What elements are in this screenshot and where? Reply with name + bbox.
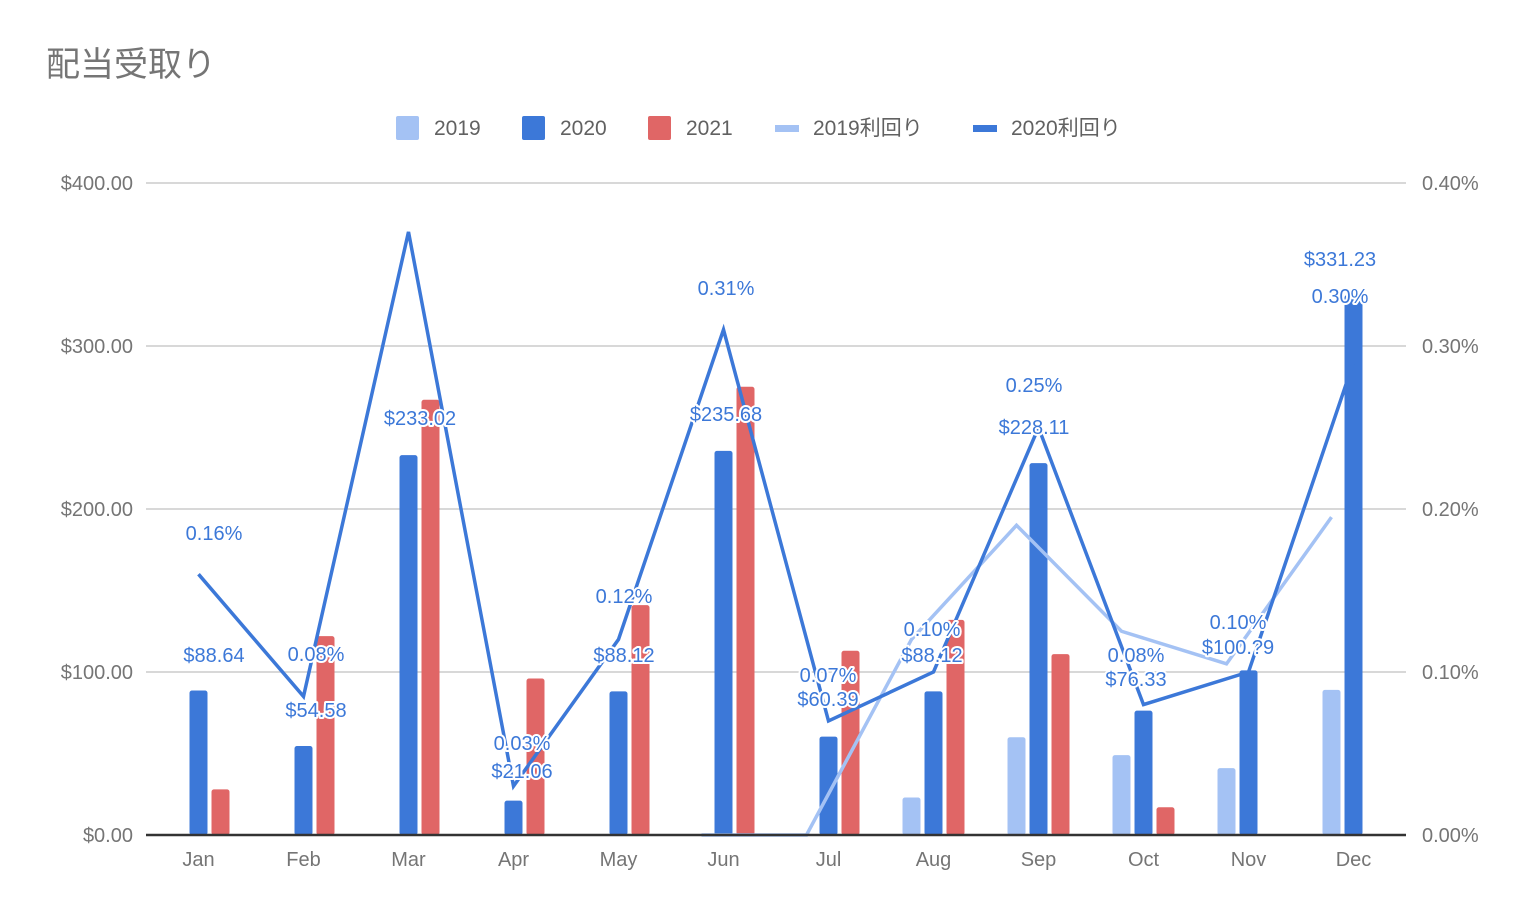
x-tick-label: Jun [707, 849, 739, 871]
legend-swatch [396, 116, 419, 140]
bar-2021-Oct [1156, 807, 1175, 835]
left-tick-label: $200.00 [61, 499, 133, 521]
x-tick-label: Mar [391, 849, 426, 871]
legend-swatch [522, 116, 545, 140]
legend-label: 2020 [560, 117, 607, 140]
bar-2020-Jan [189, 690, 208, 835]
x-tick-label: Jan [182, 849, 214, 871]
x-tick-label: Aug [916, 849, 952, 871]
bar-2020-Dec [1344, 295, 1363, 835]
legend-swatch [775, 125, 799, 132]
bar-2021-Jan [211, 789, 230, 835]
legend-swatch [973, 125, 997, 132]
legend-item-2021: 2021 [648, 116, 733, 140]
line-2020利回り [197, 231, 1356, 791]
data-labels: $88.64 $54.58 $233.02 $21.06 $88.12 $235.68 $6… [181, 247, 1378, 785]
bar-2020-Apr [504, 800, 523, 835]
bar-2021-Feb [316, 636, 335, 835]
bar-2020-Sep [1029, 463, 1048, 835]
bar-2019-Oct [1112, 755, 1131, 835]
bar-2021-Jul [841, 650, 860, 835]
left-tick-label: $100.00 [61, 662, 133, 684]
legend: 2019 2020 2021 2019利回り 2020利回り [396, 116, 1121, 140]
x-tick-label: Nov [1231, 849, 1267, 871]
bars [189, 295, 1363, 835]
legend-label: 2019 [434, 117, 481, 140]
yield-label: 0.31% [698, 278, 755, 300]
yield-label: 0.03% [494, 733, 551, 755]
bar-2019-Dec [1322, 689, 1341, 835]
value-label: $54.58 [285, 700, 346, 722]
left-tick-label: $0.00 [83, 825, 133, 847]
yield-label: 0.10% [1210, 612, 1267, 634]
bar-2020-Aug [924, 691, 943, 835]
yield-label: 0.07% [800, 665, 857, 687]
bar-2020-Oct [1134, 710, 1153, 835]
bar-2020-Feb [294, 746, 313, 835]
value-label: $331.23 [1304, 249, 1376, 271]
gridlines [146, 182, 1406, 673]
bar-2020-Jul [819, 736, 838, 835]
bar-2019-Aug [902, 797, 921, 835]
bar-2021-Aug [946, 619, 965, 835]
right-tick-label: 0.00% [1422, 825, 1479, 847]
legend-item-2020: 2020 [522, 116, 607, 140]
x-axis: Jan Feb Mar Apr May Jun Jul Aug Sep Oct Nov Dec [182, 849, 1371, 871]
value-label: $100.?9 [1202, 637, 1274, 659]
legend-item-2019利回り: 2019利回り [775, 117, 923, 140]
right-tick-label: 0.20% [1422, 499, 1479, 521]
bar-2021-Mar [421, 399, 440, 835]
x-tick-label: Sep [1021, 849, 1057, 871]
bar-2020-May [609, 691, 628, 835]
bar-2019-Nov [1217, 768, 1236, 835]
value-label: $233.02 [384, 408, 456, 430]
yield-label: 0.10% [904, 619, 961, 641]
bar-2021-Sep [1051, 654, 1070, 835]
yield-label: 0.08% [288, 644, 345, 666]
x-tick-label: Dec [1336, 849, 1372, 871]
value-label: $88.12 [901, 645, 962, 667]
value-label: $228.11 [999, 417, 1070, 439]
bar-2020-Nov [1239, 670, 1258, 835]
legend-label: 2021 [686, 117, 733, 140]
bar-2020-Mar [399, 455, 418, 835]
yield-label: 0.30% [1312, 286, 1369, 308]
x-tick-label: Apr [498, 849, 529, 871]
right-tick-label: 0.30% [1422, 336, 1479, 358]
bar-2019-Sep [1007, 737, 1026, 835]
legend-swatch [648, 116, 671, 140]
left-tick-label: $300.00 [61, 336, 133, 358]
x-tick-label: Feb [286, 849, 320, 871]
bar-2021-Jun [736, 386, 755, 835]
bar-2020-Jun [714, 450, 733, 835]
value-label: $88.64 [183, 645, 244, 667]
value-label: $60.39 [797, 689, 858, 711]
left-tick-label: $400.00 [61, 173, 133, 195]
yield-lines [197, 231, 1356, 837]
legend-label: 2019利回り [813, 117, 923, 140]
legend-label: 2020利回り [1011, 117, 1121, 140]
right-tick-label: 0.40% [1422, 173, 1479, 195]
left-axis: $0.00 $100.00 $200.00 $300.00 $400.00 [61, 173, 133, 847]
value-label: $235.68 [690, 404, 762, 426]
legend-item-2020利回り: 2020利回り [973, 117, 1121, 140]
bar-2021-May [631, 605, 650, 835]
value-label: $76.33 [1105, 669, 1166, 691]
value-label: $88.12 [593, 645, 654, 667]
yield-label: 0.08% [1108, 645, 1165, 667]
x-tick-label: May [600, 849, 638, 871]
chart-title: 配当受取り [46, 46, 216, 84]
right-axis: 0.00% 0.10% 0.20% 0.30% 0.40% [1422, 173, 1479, 847]
legend-item-2019: 2019 [396, 116, 481, 140]
right-tick-label: 0.10% [1422, 662, 1479, 684]
x-tick-label: Jul [816, 849, 842, 871]
yield-label: 0.16% [186, 523, 243, 545]
x-tick-label: Oct [1128, 849, 1160, 871]
yield-label: 0.12% [596, 586, 653, 608]
value-label: $21.06 [491, 761, 552, 783]
yield-label: 0.25% [1006, 375, 1063, 397]
